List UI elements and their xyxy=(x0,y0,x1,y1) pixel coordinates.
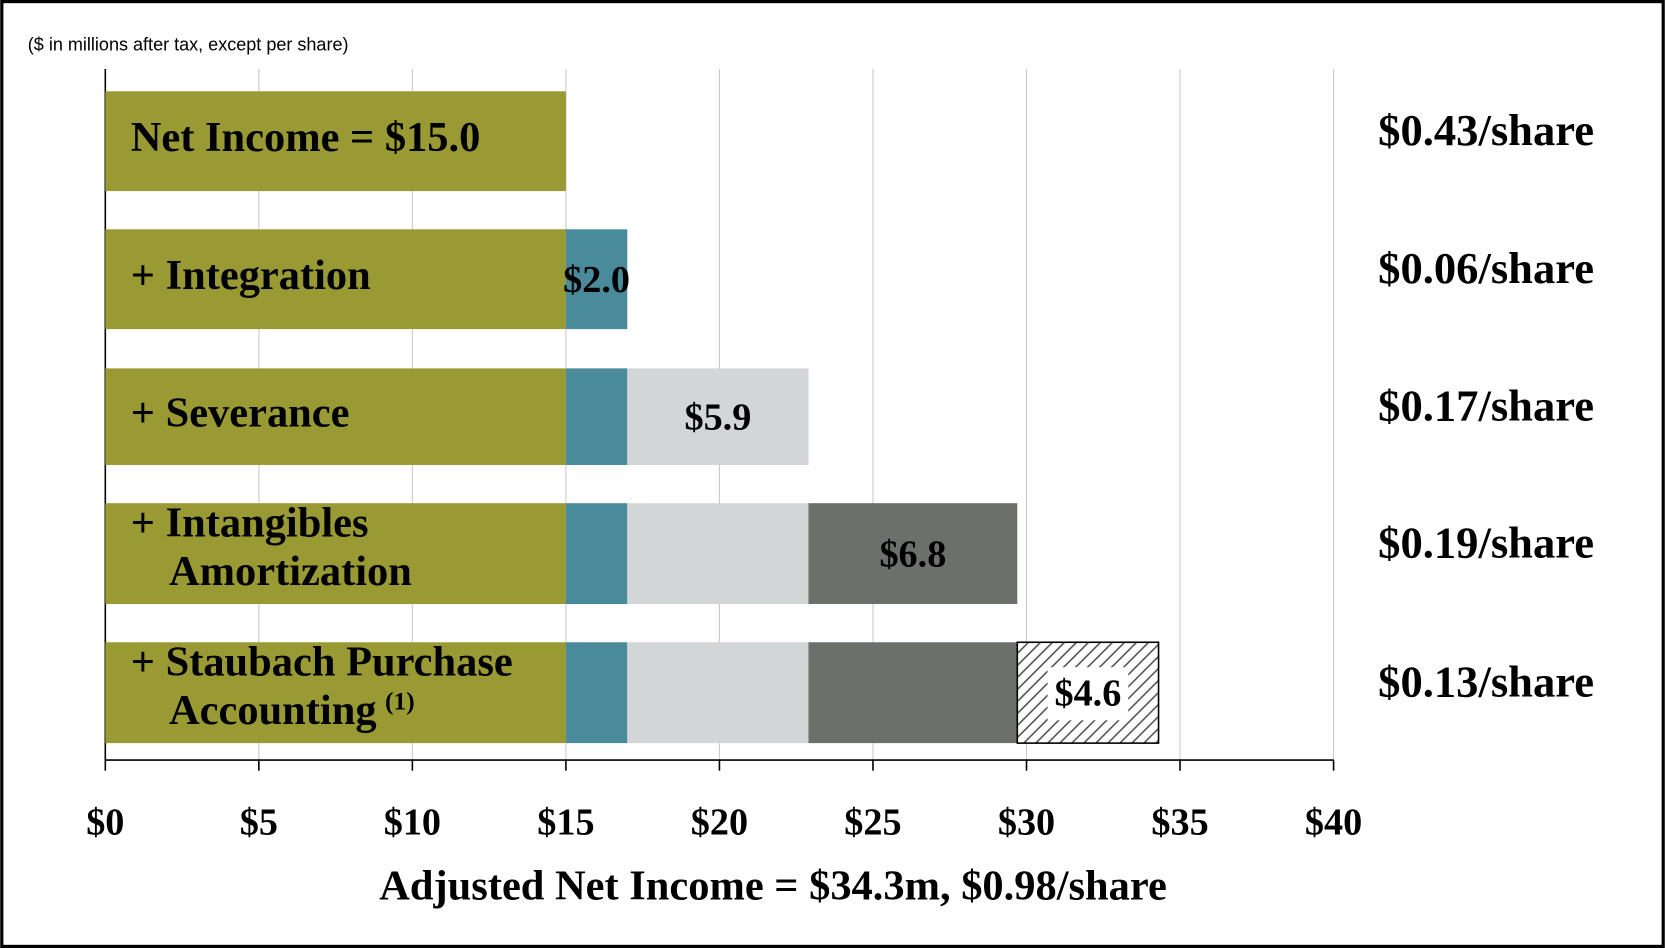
bar-segment xyxy=(565,642,628,744)
bar-segment xyxy=(105,642,566,744)
bar-segment xyxy=(105,503,566,605)
bar-segment xyxy=(105,368,566,465)
category-label: + Severance xyxy=(131,389,350,436)
x-tick-label: $15 xyxy=(537,802,594,844)
x-axis-label: Adjusted Net Income = $34.3m, $0.98/shar… xyxy=(379,862,1167,909)
bar-segment xyxy=(565,229,628,330)
bar-segment xyxy=(565,368,628,465)
category-label: Accounting xyxy=(169,687,377,734)
per-share-label: $0.43/share xyxy=(1378,105,1594,155)
category-label: Net Income = $15.0 xyxy=(131,114,481,161)
bar-segment xyxy=(808,642,1018,744)
bar-segment xyxy=(105,229,566,330)
category-label: + Integration xyxy=(131,252,371,299)
data-label: $4.6 xyxy=(1054,673,1121,715)
data-label: $2.0 xyxy=(563,259,630,301)
bar-segment xyxy=(627,642,809,744)
data-label: $5.9 xyxy=(684,397,751,439)
category-label: + Staubach Purchase xyxy=(131,638,513,685)
per-share-label: $0.06/share xyxy=(1378,243,1594,293)
per-share-label: $0.13/share xyxy=(1378,657,1594,707)
bar-segment xyxy=(565,503,628,605)
category-label: + Intangibles xyxy=(131,499,369,546)
label-box xyxy=(1047,667,1129,721)
data-label: $6.8 xyxy=(879,534,946,576)
x-tick-label: $40 xyxy=(1305,802,1362,844)
per-share-label: $0.19/share xyxy=(1378,517,1594,567)
bar-segment xyxy=(627,368,809,465)
x-tick-label: $35 xyxy=(1151,802,1208,844)
x-tick-label: $0 xyxy=(86,802,124,844)
category-note: (1) xyxy=(385,687,415,716)
per-share-label: $0.17/share xyxy=(1378,381,1594,431)
bar-segment xyxy=(808,503,1018,605)
x-tick-label: $25 xyxy=(844,802,901,844)
x-tick-label: $5 xyxy=(240,802,278,844)
x-tick-label: $10 xyxy=(384,802,441,844)
bar-segment xyxy=(627,503,809,605)
x-tick-label: $20 xyxy=(691,802,748,844)
x-tick-label: $30 xyxy=(998,802,1055,844)
bar-segment xyxy=(105,91,566,192)
subtitle: ($ in millions after tax, except per sha… xyxy=(28,34,349,54)
category-label: Amortization xyxy=(169,548,412,595)
